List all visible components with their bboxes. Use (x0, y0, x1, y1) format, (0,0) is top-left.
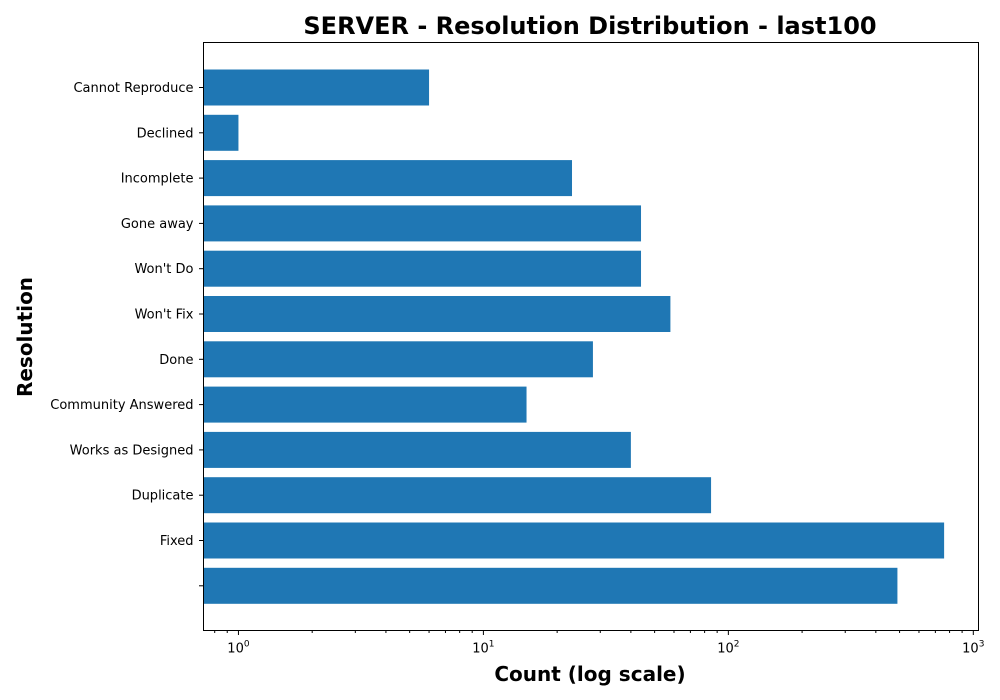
y-tick-label: Done (159, 353, 193, 368)
y-tick-label: Fixed (160, 534, 194, 549)
plot-frame (203, 42, 979, 631)
y-tick-label: Duplicate (132, 489, 194, 504)
y-tick-label: Works as Designed (70, 443, 194, 458)
y-tick-label: Incomplete (121, 172, 194, 187)
x-axis-label: Count (log scale) (494, 662, 685, 686)
x-tick-label: 103 (962, 640, 984, 657)
bar-duplicate (203, 477, 712, 514)
x-tick-label: 100 (227, 640, 250, 657)
bar-community-answered (203, 386, 527, 423)
bar-done (203, 341, 593, 378)
y-tick-label: Gone away (121, 217, 194, 232)
bar-cannot-reproduce (203, 69, 430, 106)
bar-gone-away (203, 205, 642, 242)
y-ticks: Cannot Reproduce Declined Incomplete Gone a… (50, 81, 204, 587)
x-ticks: 100 101 102 103 (214, 630, 984, 657)
bar-incomplete (203, 160, 573, 197)
y-axis-label: Resolution (13, 277, 37, 397)
y-tick-label: Community Answered (50, 398, 193, 413)
y-tick-label: Won't Fix (135, 308, 194, 323)
bar-unlabeled (203, 567, 898, 604)
y-tick-label: Cannot Reproduce (73, 81, 193, 96)
bar-won-t-fix (203, 296, 671, 332)
bars (203, 69, 945, 604)
bar-declined (203, 114, 239, 151)
chart-title: SERVER - Resolution Distribution - last1… (303, 12, 876, 40)
x-tick-label: 101 (472, 640, 494, 657)
bar-won-t-do (203, 250, 642, 287)
y-tick-label: Declined (137, 126, 194, 141)
bar-works-as-designed (203, 431, 631, 468)
x-tick-label: 102 (717, 640, 739, 657)
bar-fixed (203, 522, 945, 559)
y-tick-label: Won't Do (134, 262, 193, 277)
